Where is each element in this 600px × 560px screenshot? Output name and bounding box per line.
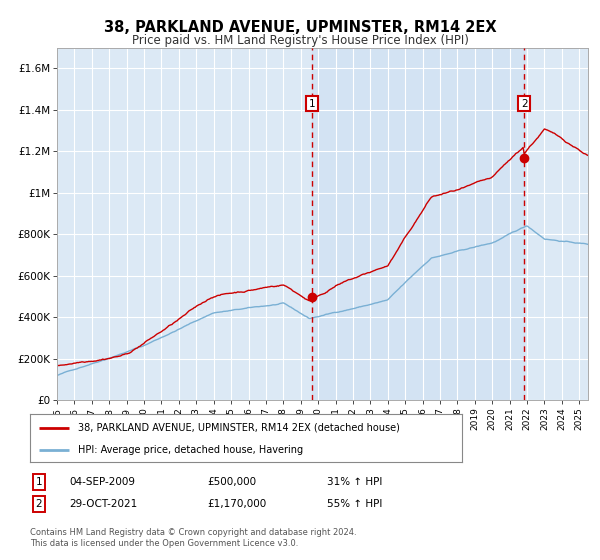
Text: 31% ↑ HPI: 31% ↑ HPI (327, 477, 382, 487)
Text: £500,000: £500,000 (207, 477, 256, 487)
Text: 2: 2 (35, 499, 43, 509)
Text: 2: 2 (521, 99, 527, 109)
Text: 29-OCT-2021: 29-OCT-2021 (69, 499, 137, 509)
Text: 38, PARKLAND AVENUE, UPMINSTER, RM14 2EX: 38, PARKLAND AVENUE, UPMINSTER, RM14 2EX (104, 20, 496, 35)
Text: £1,170,000: £1,170,000 (207, 499, 266, 509)
Text: HPI: Average price, detached house, Havering: HPI: Average price, detached house, Have… (77, 445, 302, 455)
Text: 04-SEP-2009: 04-SEP-2009 (69, 477, 135, 487)
Text: Contains HM Land Registry data © Crown copyright and database right 2024.
This d: Contains HM Land Registry data © Crown c… (30, 528, 356, 548)
Text: 38, PARKLAND AVENUE, UPMINSTER, RM14 2EX (detached house): 38, PARKLAND AVENUE, UPMINSTER, RM14 2EX… (77, 423, 400, 433)
Text: 1: 1 (35, 477, 43, 487)
Text: 1: 1 (309, 99, 316, 109)
Text: 55% ↑ HPI: 55% ↑ HPI (327, 499, 382, 509)
Text: Price paid vs. HM Land Registry's House Price Index (HPI): Price paid vs. HM Land Registry's House … (131, 34, 469, 46)
Bar (313, 48, 524, 400)
